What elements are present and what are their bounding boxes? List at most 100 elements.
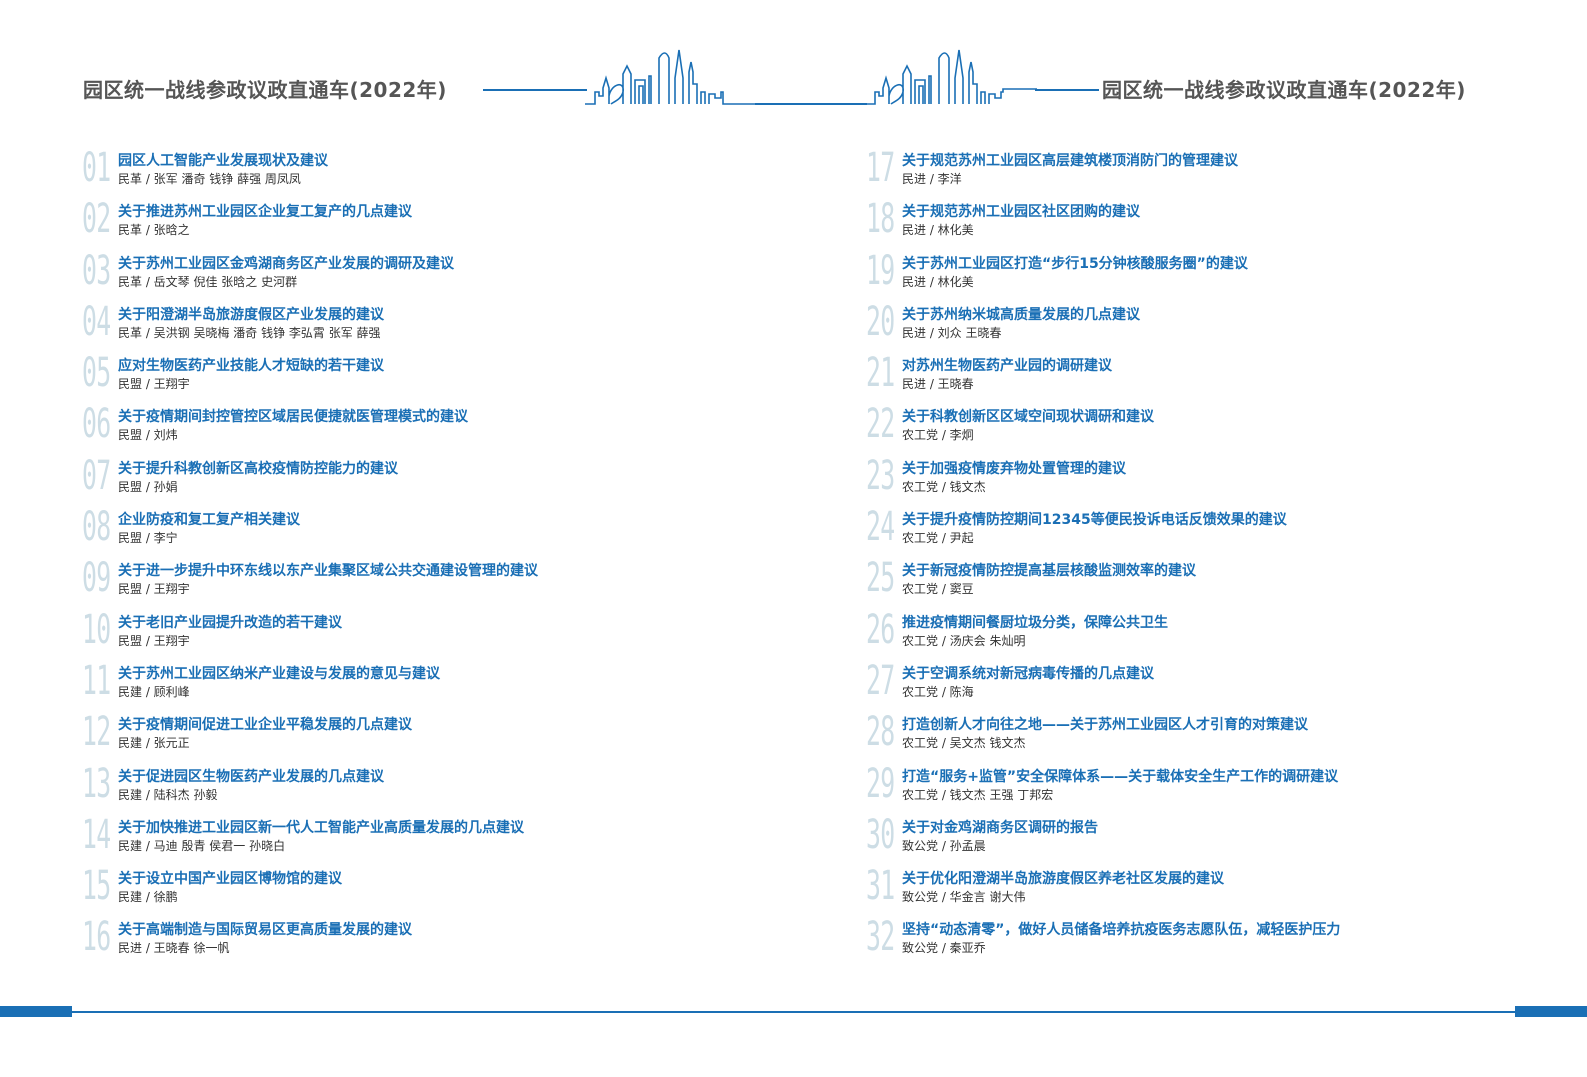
item-number: 21 [866, 350, 895, 397]
item-authors: 民建 / 马迪 殷青 侯君一 孙晓白 [118, 838, 286, 853]
item-title: 关于对金鸡湖商务区调研的报告 [902, 819, 1098, 836]
item-title: 打造创新人才向往之地——关于苏州工业园区人才引育的对策建议 [902, 717, 1308, 734]
item-authors: 民进 / 王晓春 徐一帆 [118, 941, 230, 956]
item-authors: 农工党 / 陈海 [902, 684, 974, 699]
item-number: 05 [82, 350, 111, 397]
item-authors: 农工党 / 汤庆会 朱灿明 [902, 633, 1026, 648]
footer-divider [0, 1011, 1587, 1013]
item-number: 16 [82, 914, 111, 961]
item-authors: 民盟 / 刘炜 [118, 428, 178, 443]
item-number: 31 [866, 863, 895, 910]
item-number: 26 [866, 606, 895, 653]
item-authors: 民进 / 王晓春 [902, 377, 974, 392]
item-number: 24 [866, 504, 895, 551]
item-title: 关于苏州工业园区纳米产业建设与发展的意见与建议 [118, 665, 440, 682]
item-authors: 民盟 / 孙娟 [118, 479, 178, 494]
item-title: 对苏州生物医药产业园的调研建议 [902, 358, 1112, 375]
item-authors: 民建 / 张元正 [118, 736, 190, 751]
item-number: 20 [866, 298, 895, 345]
item-authors: 农工党 / 李炯 [902, 428, 974, 443]
city-skyline-icon [585, 49, 757, 105]
item-authors: 民革 / 岳文琴 倪佳 张晗之 史河群 [118, 274, 298, 289]
header-title-left: 园区统一战线参政议政直通车(2022年) [83, 78, 447, 102]
item-authors: 农工党 / 钱文杰 王强 丁邦宏 [902, 787, 1054, 802]
item-number: 08 [82, 504, 111, 551]
item-title: 关于提升疫情防控期间12345等便民投诉电话反馈效果的建议 [902, 512, 1287, 529]
item-number: 29 [866, 760, 895, 807]
item-title: 关于进一步提升中环东线以东产业集聚区域公共交通建设管理的建议 [118, 563, 538, 580]
item-authors: 民革 / 张军 潘奇 钱铮 薛强 周凤凤 [118, 172, 301, 186]
item-title: 关于加强疫情废弃物处置管理的建议 [902, 460, 1126, 477]
item-number: 01 [82, 145, 111, 191]
item-authors: 农工党 / 窦豆 [902, 582, 974, 597]
item-title: 园区人工智能产业发展现状及建议 [118, 153, 328, 169]
item-title: 关于促进园区生物医药产业发展的几点建议 [118, 768, 384, 785]
item-number: 15 [82, 863, 111, 910]
item-number: 13 [82, 760, 111, 807]
item-title: 打造“服务+监管”安全保障体系——关于载体安全生产工作的调研建议 [902, 768, 1339, 785]
item-number: 19 [866, 247, 895, 294]
item-number: 09 [82, 555, 111, 602]
item-number: 32 [866, 914, 895, 961]
item-authors: 民革 / 吴洪钢 吴晓梅 潘奇 钱铮 李弘霄 张军 薛强 [118, 325, 381, 340]
item-authors: 农工党 / 钱文杰 [902, 479, 986, 494]
item-authors: 民盟 / 王翔宇 [118, 633, 190, 648]
item-title: 关于设立中国产业园区博物馆的建议 [118, 871, 342, 888]
item-number: 18 [866, 196, 895, 243]
item-authors: 民进 / 刘众 王晓春 [902, 325, 1002, 340]
item-number: 10 [82, 606, 111, 653]
footer-accent-left [0, 1006, 72, 1017]
item-title: 关于苏州工业园区打造“步行15分钟核酸服务圈”的建议 [902, 255, 1248, 272]
item-title: 关于阳澄湖半岛旅游度假区产业发展的建议 [118, 306, 384, 323]
item-title: 坚持“动态清零”，做好人员储备培养抗疫医务志愿队伍，减轻医护压力 [902, 922, 1341, 939]
item-authors: 民盟 / 李宁 [118, 531, 178, 546]
item-number: 02 [82, 196, 111, 243]
item-title: 应对生物医药产业技能人才短缺的若干建议 [118, 358, 384, 375]
header-divider [483, 89, 587, 91]
item-authors: 民建 / 徐鹏 [118, 890, 178, 905]
item-number: 07 [82, 452, 111, 499]
item-title: 关于规范苏州工业园区高层建筑楼顶消防门的管理建议 [902, 153, 1238, 169]
item-authors: 民盟 / 王翔宇 [118, 582, 190, 597]
item-title: 关于老旧产业园提升改造的若干建议 [118, 614, 342, 631]
item-title: 关于提升科教创新区高校疫情防控能力的建议 [118, 460, 398, 477]
item-authors: 民进 / 林化美 [902, 223, 974, 238]
item-number: 03 [82, 247, 111, 294]
item-authors: 致公党 / 秦亚乔 [902, 941, 986, 956]
header-title-right: 园区统一战线参政议政直通车(2022年) [1102, 78, 1466, 102]
item-title: 关于空调系统对新冠病毒传播的几点建议 [902, 665, 1154, 682]
item-number: 30 [866, 811, 895, 858]
item-authors: 民革 / 张晗之 [118, 223, 190, 238]
item-title: 关于苏州纳米城高质量发展的几点建议 [902, 306, 1140, 323]
item-authors: 致公党 / 华金言 谢大伟 [902, 890, 1026, 905]
item-authors: 民盟 / 王翔宇 [118, 377, 190, 392]
item-number: 04 [82, 298, 111, 345]
item-authors: 民建 / 顾利峰 [118, 684, 190, 699]
item-number: 06 [82, 401, 111, 448]
item-title: 关于优化阳澄湖半岛旅游度假区养老社区发展的建议 [902, 871, 1224, 888]
header-divider [1035, 89, 1099, 91]
item-authors: 致公党 / 孙孟晨 [902, 838, 986, 853]
item-title: 关于推进苏州工业园区企业复工复产的几点建议 [118, 204, 412, 221]
item-title: 关于规范苏州工业园区社区团购的建议 [902, 204, 1140, 221]
item-title: 关于苏州工业园区金鸡湖商务区产业发展的调研及建议 [118, 255, 454, 272]
item-number: 12 [82, 709, 111, 756]
item-title: 关于疫情期间促进工业企业平稳发展的几点建议 [118, 717, 412, 734]
city-skyline-icon [865, 49, 1037, 105]
item-authors: 民进 / 林化美 [902, 274, 974, 289]
footer-accent-right [1515, 1006, 1587, 1017]
item-number: 28 [866, 709, 895, 756]
item-authors: 农工党 / 尹起 [902, 531, 974, 546]
item-number: 22 [866, 401, 895, 448]
item-title: 关于新冠疫情防控提高基层核酸监测效率的建议 [902, 563, 1196, 580]
item-title: 关于科教创新区区域空间现状调研和建议 [902, 409, 1154, 426]
item-title: 关于疫情期间封控管控区域居民便捷就医管理模式的建议 [118, 409, 468, 426]
item-number: 14 [82, 811, 111, 858]
item-number: 11 [82, 657, 111, 704]
item-authors: 民建 / 陆科杰 孙毅 [118, 787, 218, 802]
item-authors: 农工党 / 吴文杰 钱文杰 [902, 736, 1026, 751]
item-title: 关于高端制造与国际贸易区更高质量发展的建议 [118, 922, 412, 939]
item-number: 23 [866, 452, 895, 499]
item-title: 推进疫情期间餐厨垃圾分类，保障公共卫生 [902, 614, 1168, 631]
item-number: 25 [866, 555, 895, 602]
